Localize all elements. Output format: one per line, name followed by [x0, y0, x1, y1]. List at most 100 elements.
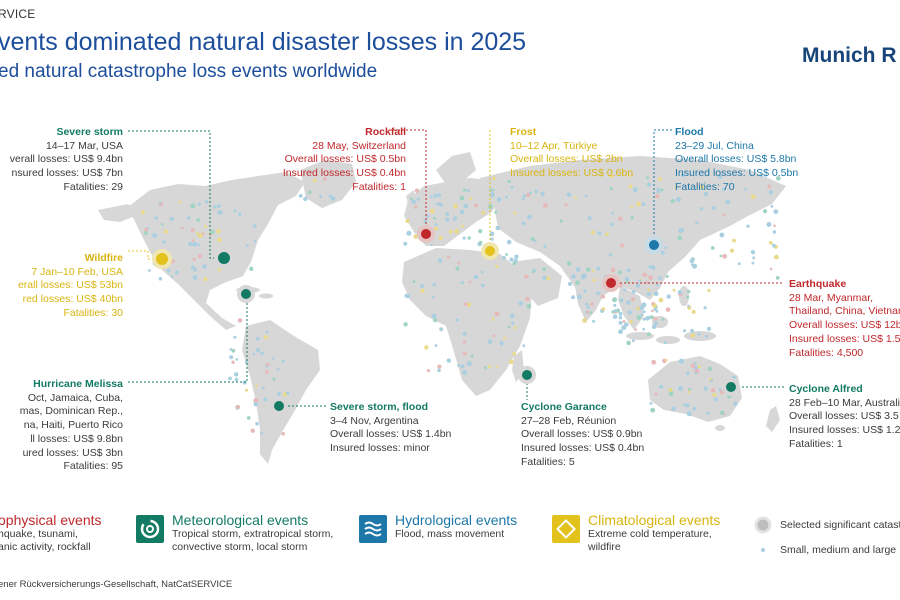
callout-severe-storm-flood: Severe storm, flood 3–4 Nov, Argentina O…	[330, 401, 452, 455]
legend-large-label: Selected significant catast	[780, 519, 900, 531]
small-event-dot	[618, 311, 623, 316]
small-event-dot	[531, 270, 535, 273]
small-event-dot	[216, 229, 221, 234]
small-event-dot	[658, 297, 664, 303]
small-event-dot	[245, 244, 249, 247]
small-event-dot	[722, 253, 727, 259]
small-event-dot	[533, 239, 537, 243]
size-legend-markers	[754, 516, 772, 552]
small-event-dot	[772, 243, 776, 248]
small-event-dot	[470, 354, 474, 358]
small-event-dot	[647, 288, 651, 291]
small-event-dot	[626, 340, 631, 346]
marker-earthquake	[602, 274, 620, 292]
small-event-dot	[231, 360, 235, 364]
small-event-dot	[718, 387, 722, 391]
small-event-dot	[636, 306, 640, 311]
small-event-dot	[462, 340, 467, 344]
small-event-dot	[152, 233, 157, 238]
small-event-dot	[564, 203, 568, 207]
small-event-dot	[204, 224, 208, 228]
small-event-dot	[663, 341, 667, 345]
small-event-dot	[654, 392, 658, 396]
small-event-dot	[161, 223, 164, 226]
small-event-dot	[260, 351, 264, 356]
small-event-dot	[445, 217, 450, 222]
small-event-dot	[197, 202, 201, 206]
small-event-dot	[686, 295, 690, 299]
small-event-dot	[732, 238, 736, 243]
small-event-dot	[507, 179, 511, 184]
small-event-dot	[233, 209, 237, 213]
small-event-dot	[409, 197, 413, 201]
small-event-dot	[403, 322, 408, 327]
small-event-dot	[468, 280, 472, 284]
small-event-dot	[437, 364, 442, 369]
small-event-dot	[642, 327, 646, 331]
small-event-dot	[542, 267, 546, 271]
small-event-dot	[534, 189, 538, 194]
small-event-dot	[653, 316, 658, 321]
small-event-dot	[414, 188, 420, 193]
small-event-dot	[406, 230, 412, 236]
small-event-dot	[433, 216, 436, 220]
small-event-dot	[233, 335, 237, 339]
small-event-dot	[642, 310, 646, 314]
small-event-dot	[583, 289, 587, 293]
small-event-dot	[636, 201, 641, 207]
australia-landmass	[648, 356, 742, 422]
large-event-marker	[754, 516, 772, 534]
small-event-dot	[596, 266, 601, 271]
small-event-dot	[514, 254, 519, 259]
small-event-dot	[469, 197, 473, 201]
small-event-dot	[466, 361, 472, 367]
small-event-dot	[660, 250, 665, 255]
small-event-dot	[542, 275, 547, 280]
small-event-dot	[567, 281, 573, 286]
small-event-dot	[670, 198, 675, 204]
small-event-dot	[298, 194, 303, 198]
small-event-dot	[699, 207, 704, 211]
small-event-dot	[416, 197, 420, 201]
small-event-dot	[455, 318, 459, 322]
small-event-dot	[713, 397, 718, 402]
small-event-dot	[433, 318, 438, 323]
small-event-dot	[694, 371, 698, 375]
arabia-landmass	[512, 258, 562, 306]
small-event-dot	[307, 190, 312, 195]
small-event-dot	[543, 203, 548, 209]
small-event-dot	[263, 335, 268, 340]
small-event-dot	[522, 194, 527, 198]
small-event-dot	[597, 231, 602, 236]
small-event-dot	[577, 294, 582, 300]
page-title: vents dominated natural disaster losses …	[0, 28, 527, 56]
small-event-dot	[170, 275, 174, 278]
small-event-dot	[651, 309, 654, 313]
small-event-dot	[492, 334, 496, 338]
small-event-dot	[617, 270, 622, 275]
small-event-dot	[217, 210, 222, 215]
small-event-dot	[513, 211, 517, 215]
small-event-dot	[464, 302, 468, 307]
small-event-dot	[197, 233, 203, 238]
small-event-dot	[512, 261, 516, 266]
small-event-dot	[612, 297, 618, 303]
small-event-dot	[434, 344, 438, 347]
small-event-dot	[729, 248, 735, 253]
small-event-dot	[491, 317, 495, 321]
small-event-dot	[255, 421, 259, 426]
small-event-dot	[414, 205, 418, 209]
small-event-dot	[618, 320, 623, 325]
marker-severe-storm-flood	[270, 397, 288, 415]
diamond-icon	[552, 515, 580, 543]
small-event-dot	[664, 358, 668, 362]
small-event-dot	[255, 348, 261, 353]
small-event-dot	[706, 326, 712, 331]
small-event-dot	[656, 283, 659, 287]
small-event-dot	[630, 216, 634, 220]
small-event-dot	[491, 188, 495, 192]
callout-hurricane-melissa: Hurricane Melissa Oct, Jamaica, Cuba, ma…	[19, 378, 123, 473]
small-event-dot	[587, 216, 592, 221]
small-event-dot	[252, 224, 257, 228]
small-event-dot	[433, 193, 438, 198]
